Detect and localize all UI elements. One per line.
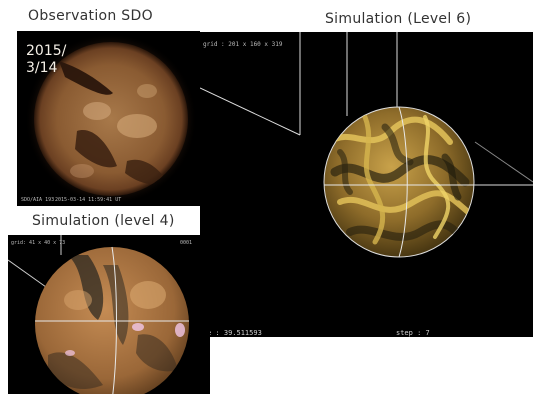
- simulation-level4-label: Simulation (level 4): [32, 213, 175, 229]
- sdo-sun-image: [25, 33, 197, 205]
- simulation-level6-label: Simulation (Level 6): [325, 11, 472, 27]
- sdo-footer-left: SDO/AIA 193: [21, 197, 55, 203]
- level6-time-text: e : 39.511593: [207, 329, 262, 337]
- level6-step-text: step : 7: [396, 329, 430, 337]
- observation-label: Observation SDO: [28, 8, 153, 24]
- simulation-level6-render: [200, 32, 533, 258]
- sdo-date-line1: 2015/: [26, 43, 67, 59]
- level6-grid-text: grid : 201 x 160 x 319: [203, 41, 283, 48]
- level4-corner-text: 0001: [180, 240, 193, 246]
- sdo-date-line2: 3/14: [26, 60, 58, 76]
- simulation-level4-panel: grid: 41 x 40 x 73 0001: [8, 235, 210, 394]
- level4-grid-text: grid: 41 x 40 x 73: [11, 240, 66, 246]
- simulation-level6-panel: grid : 201 x 160 x 319 e : 39.511593 ste…: [200, 32, 533, 337]
- sdo-footer-right: 2015-03-14 11:59:41 UT: [55, 197, 122, 203]
- sdo-observation-panel: 2015/ 3/14 SDO/AIA 193 2015-03-14 11:59:…: [17, 31, 200, 206]
- simulation-level4-render: [8, 235, 189, 394]
